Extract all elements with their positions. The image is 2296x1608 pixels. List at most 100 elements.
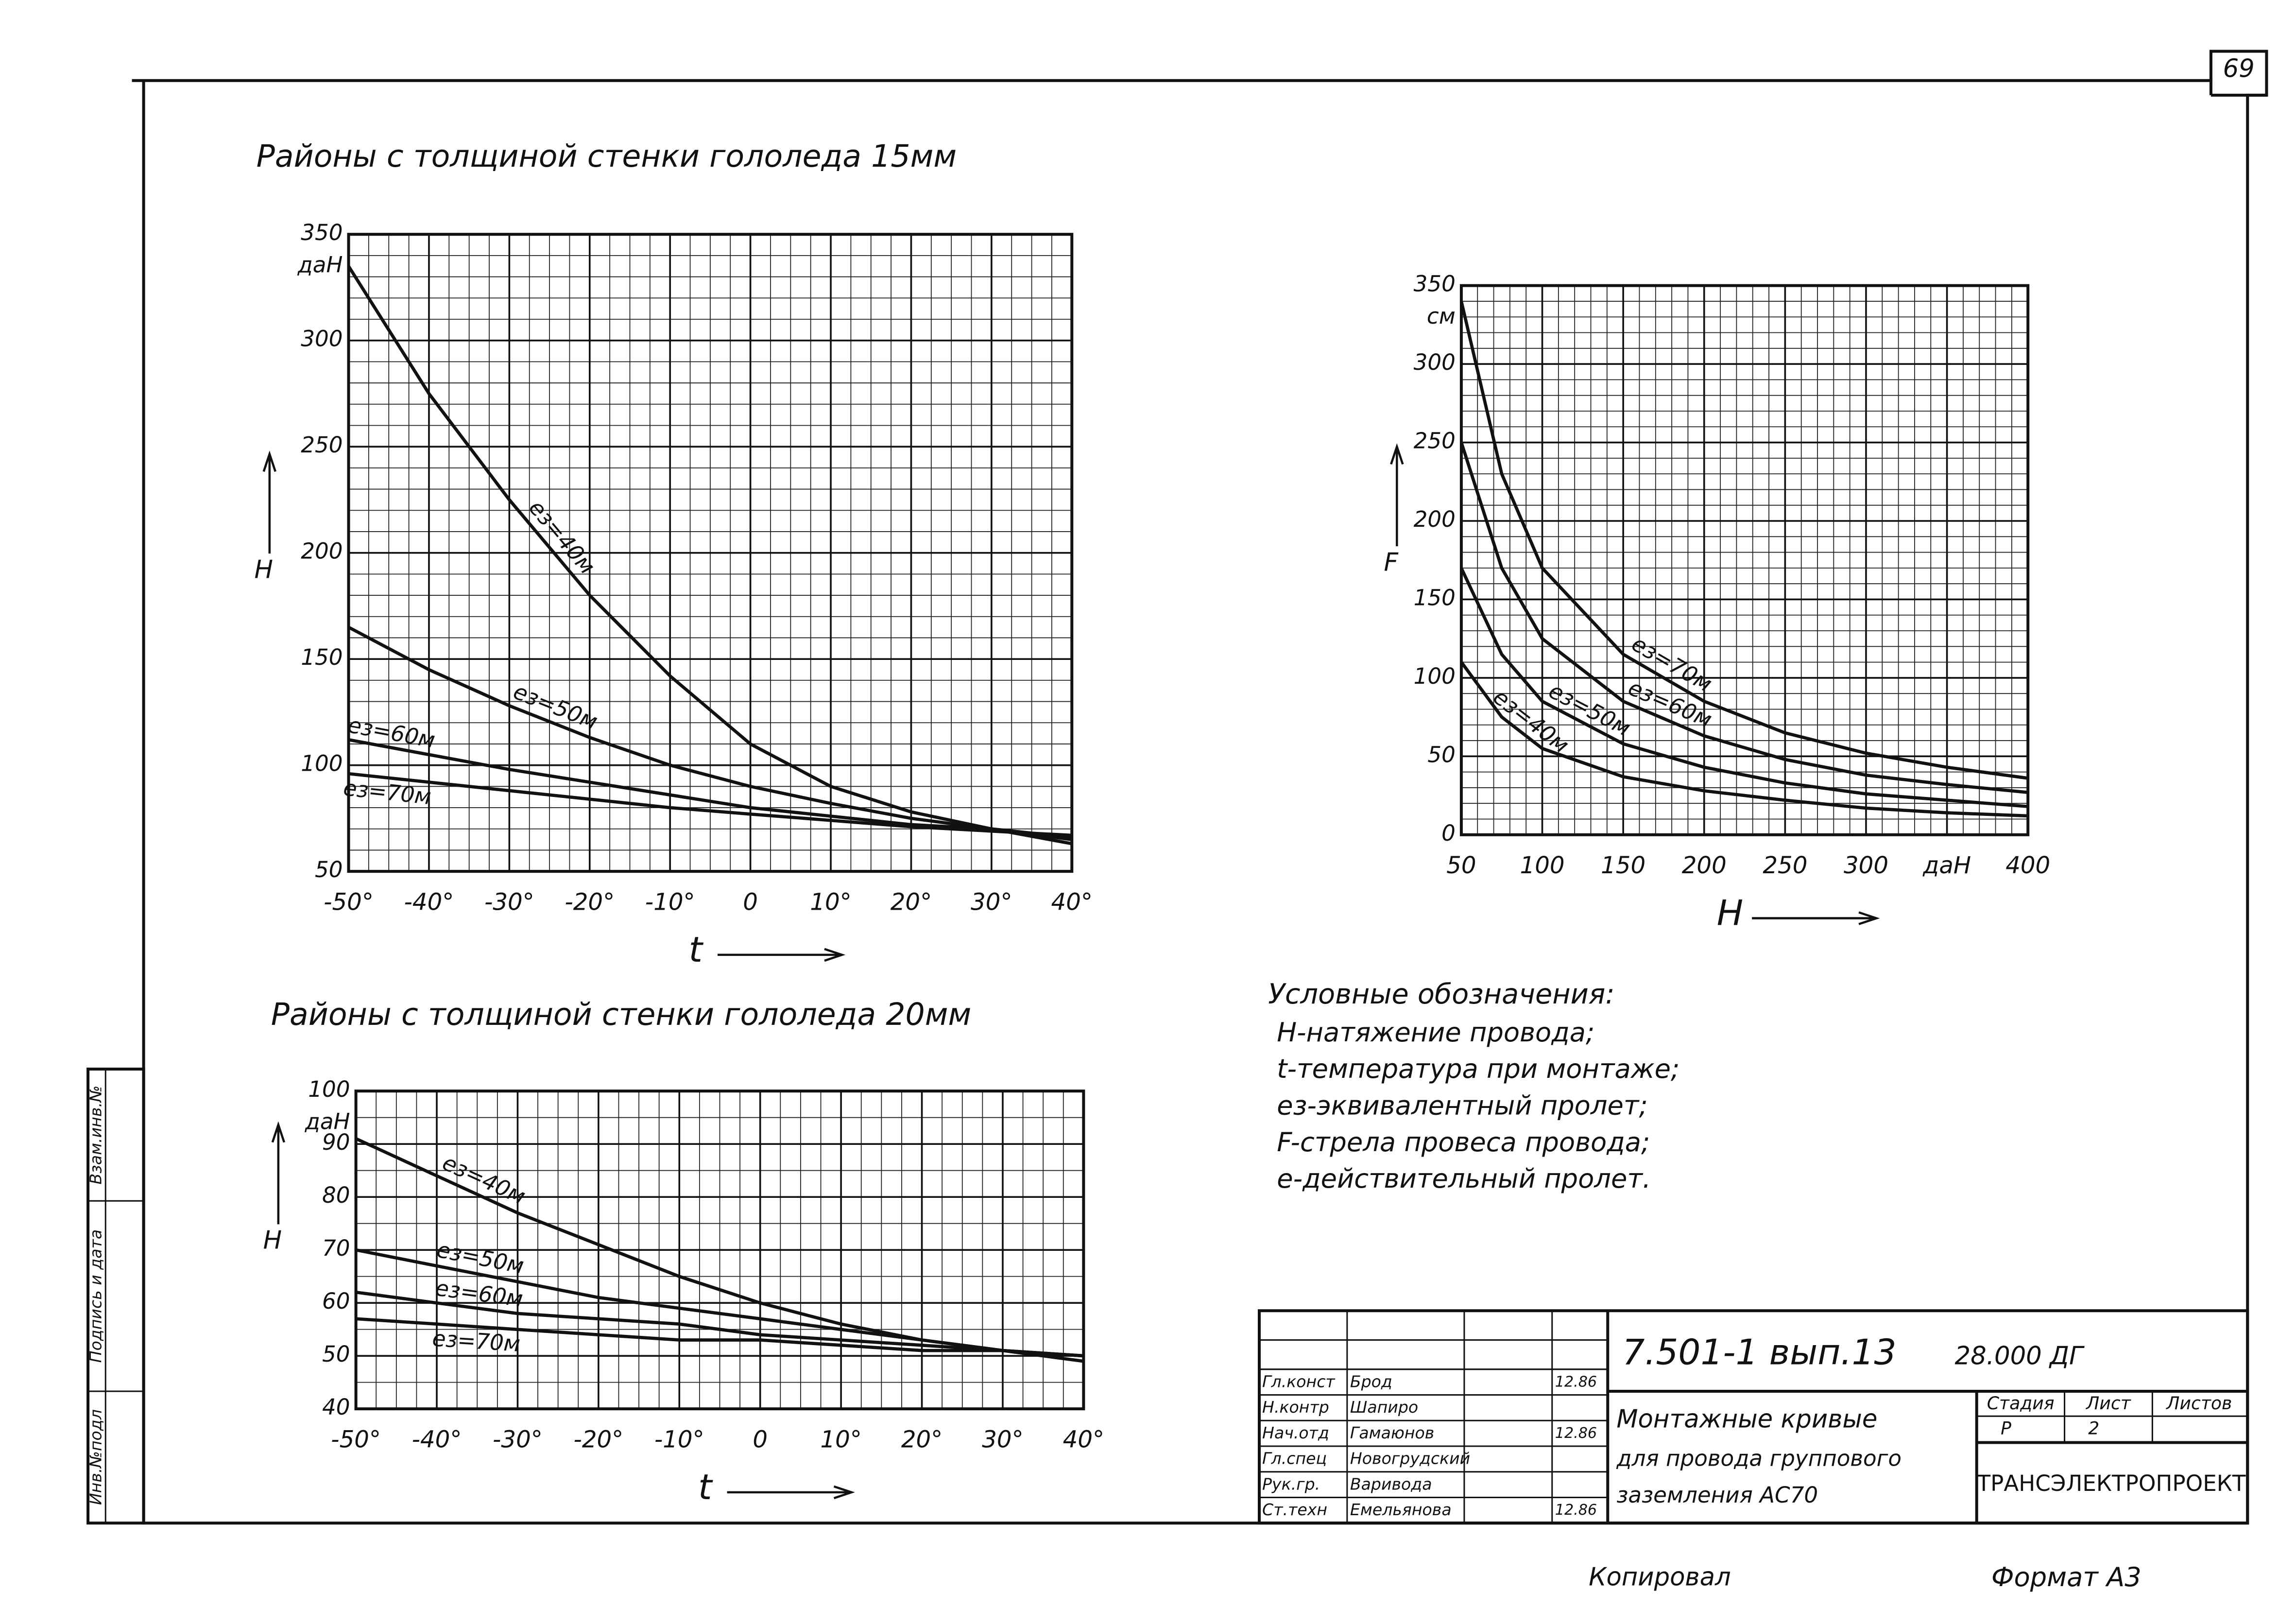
organization: ТРАНСЭЛЕКТРОПРОЕКТ (1977, 1470, 2246, 1496)
sheet-code: 28.000 ДГ (1955, 1342, 2085, 1371)
y-tick-label: 250 (301, 432, 343, 458)
x-tick-label: 10° (810, 888, 851, 916)
x-tick-label: -20° (565, 888, 615, 916)
y-tick-label: 70 (322, 1235, 350, 1261)
title-block: 7.501-1 вып.13 28.000 ДГ Монтажные кривы… (1258, 1309, 2249, 1525)
x-tick-label: 400 (2005, 852, 2050, 879)
x-tick-label: 300 (1844, 852, 1888, 879)
chart-title: Районы с толщиной стенки гололеда 20мм (271, 996, 971, 1032)
role: Гл.спец (1262, 1449, 1327, 1468)
side-stamp (86, 1067, 145, 1525)
x-tick-label: -30° (493, 1426, 543, 1453)
y-tick-label: 250 (1414, 428, 1456, 454)
block-frame (1258, 1309, 2249, 1525)
y-tick-label: 350 (1414, 271, 1456, 297)
x-tick-label: -30° (484, 888, 534, 916)
x-tick-label: 20° (901, 1426, 942, 1453)
axis-arrow (1390, 443, 1404, 547)
y-axis-label: H (254, 555, 273, 584)
legend-title: Условные обозначения: (1268, 978, 1615, 1010)
page-number: 69 (2223, 54, 2255, 84)
role: Нач.отд (1262, 1423, 1329, 1442)
y-tick-label: 100 (301, 751, 343, 777)
footer-copied: Копировал (1589, 1563, 1731, 1592)
role: Ст.техн (1262, 1500, 1327, 1519)
curve (356, 1317, 1084, 1358)
x-tick-label: 30° (971, 888, 1012, 916)
y-unit: см (1427, 303, 1456, 329)
block-header: Стадия (1987, 1393, 2055, 1414)
name: Емельянова (1350, 1500, 1452, 1519)
x-axis-label: H (1717, 893, 1743, 934)
x-tick-label: -10° (645, 888, 695, 916)
x-tick-label: 20° (891, 888, 932, 916)
x-tick-label: 50 (1446, 852, 1476, 879)
x-tick-label: 100 (1520, 852, 1565, 879)
y-tick-label: 90 (322, 1129, 350, 1155)
y-tick-label: 80 (322, 1182, 350, 1208)
axis-arrow (271, 1121, 286, 1225)
block-header: Лист (2085, 1393, 2131, 1414)
x-axis-label: t (689, 930, 704, 970)
axis-arrow (262, 450, 277, 554)
role: Рук.гр. (1262, 1474, 1320, 1493)
curve-label: eз=70м (431, 1325, 521, 1357)
x-tick-label: даН (1922, 852, 1971, 879)
x-tick-label: 10° (820, 1426, 861, 1453)
curve (1459, 567, 2028, 808)
y-tick-label: 150 (1414, 585, 1456, 610)
x-tick-label: 200 (1682, 852, 1727, 879)
plot-frame (1459, 284, 2030, 836)
name: Шапиро (1350, 1398, 1418, 1417)
date: 12.86 (1555, 1425, 1597, 1442)
x-tick-label: -50° (331, 1426, 381, 1453)
y-tick-label: 150 (301, 644, 343, 670)
legend-item: F-стрела провеса провода; (1277, 1127, 1650, 1158)
doc-title: заземления АС70 (1616, 1482, 1818, 1508)
y-tick-label: 0 (1441, 820, 1456, 846)
x-tick-label: -10° (654, 1426, 704, 1453)
name: Новогрудский (1350, 1449, 1470, 1468)
stage: Р (2001, 1418, 2011, 1438)
y-tick-label: 300 (301, 326, 343, 352)
name: Варивода (1350, 1474, 1432, 1493)
legend-item: H-натяжение провода; (1277, 1017, 1594, 1048)
x-tick-label: 40° (1051, 888, 1093, 916)
role: Н.контр (1262, 1398, 1329, 1417)
sheet: 2 (2088, 1418, 2099, 1438)
footer-format: Формат А3 (1991, 1562, 2142, 1592)
y-tick-label: 200 (301, 538, 343, 564)
y-unit: даН (305, 1108, 350, 1134)
x-tick-label: 40° (1063, 1426, 1104, 1453)
x-axis-label: t (698, 1467, 713, 1508)
doc-title: для провода группового (1616, 1446, 1902, 1471)
x-tick-label: -20° (573, 1426, 623, 1453)
legend-item: eз-эквивалентный пролет; (1277, 1090, 1648, 1121)
legend-item: t-температура при монтаже; (1277, 1054, 1679, 1084)
y-tick-label: 100 (308, 1076, 350, 1102)
legend-item: e-действительный пролет. (1277, 1163, 1651, 1194)
y-axis-label: H (263, 1226, 282, 1255)
y-axis-label: F (1384, 548, 1399, 577)
x-tick-label: -50° (324, 888, 374, 916)
chart-title: Районы с толщиной стенки гололеда 15мм (257, 138, 957, 174)
y-tick-label: 40 (322, 1394, 350, 1420)
stamp-text: Инв.№подл (86, 1409, 105, 1505)
date: 12.86 (1555, 1373, 1597, 1390)
y-tick-label: 200 (1414, 506, 1456, 532)
curve (348, 738, 1072, 839)
curve (1459, 442, 2028, 794)
x-tick-label: 0 (753, 1426, 768, 1453)
x-tick-label: 250 (1763, 852, 1807, 879)
curve (355, 1248, 1084, 1358)
y-tick-label: 100 (1414, 663, 1456, 689)
x-tick-label: -40° (404, 888, 454, 916)
name: Гамаюнов (1350, 1423, 1434, 1442)
y-tick-label: 60 (322, 1288, 350, 1314)
curve (347, 265, 1072, 846)
y-unit: даН (297, 252, 343, 277)
doc-title: Монтажные кривые (1616, 1404, 1877, 1434)
curve (1460, 661, 2028, 818)
